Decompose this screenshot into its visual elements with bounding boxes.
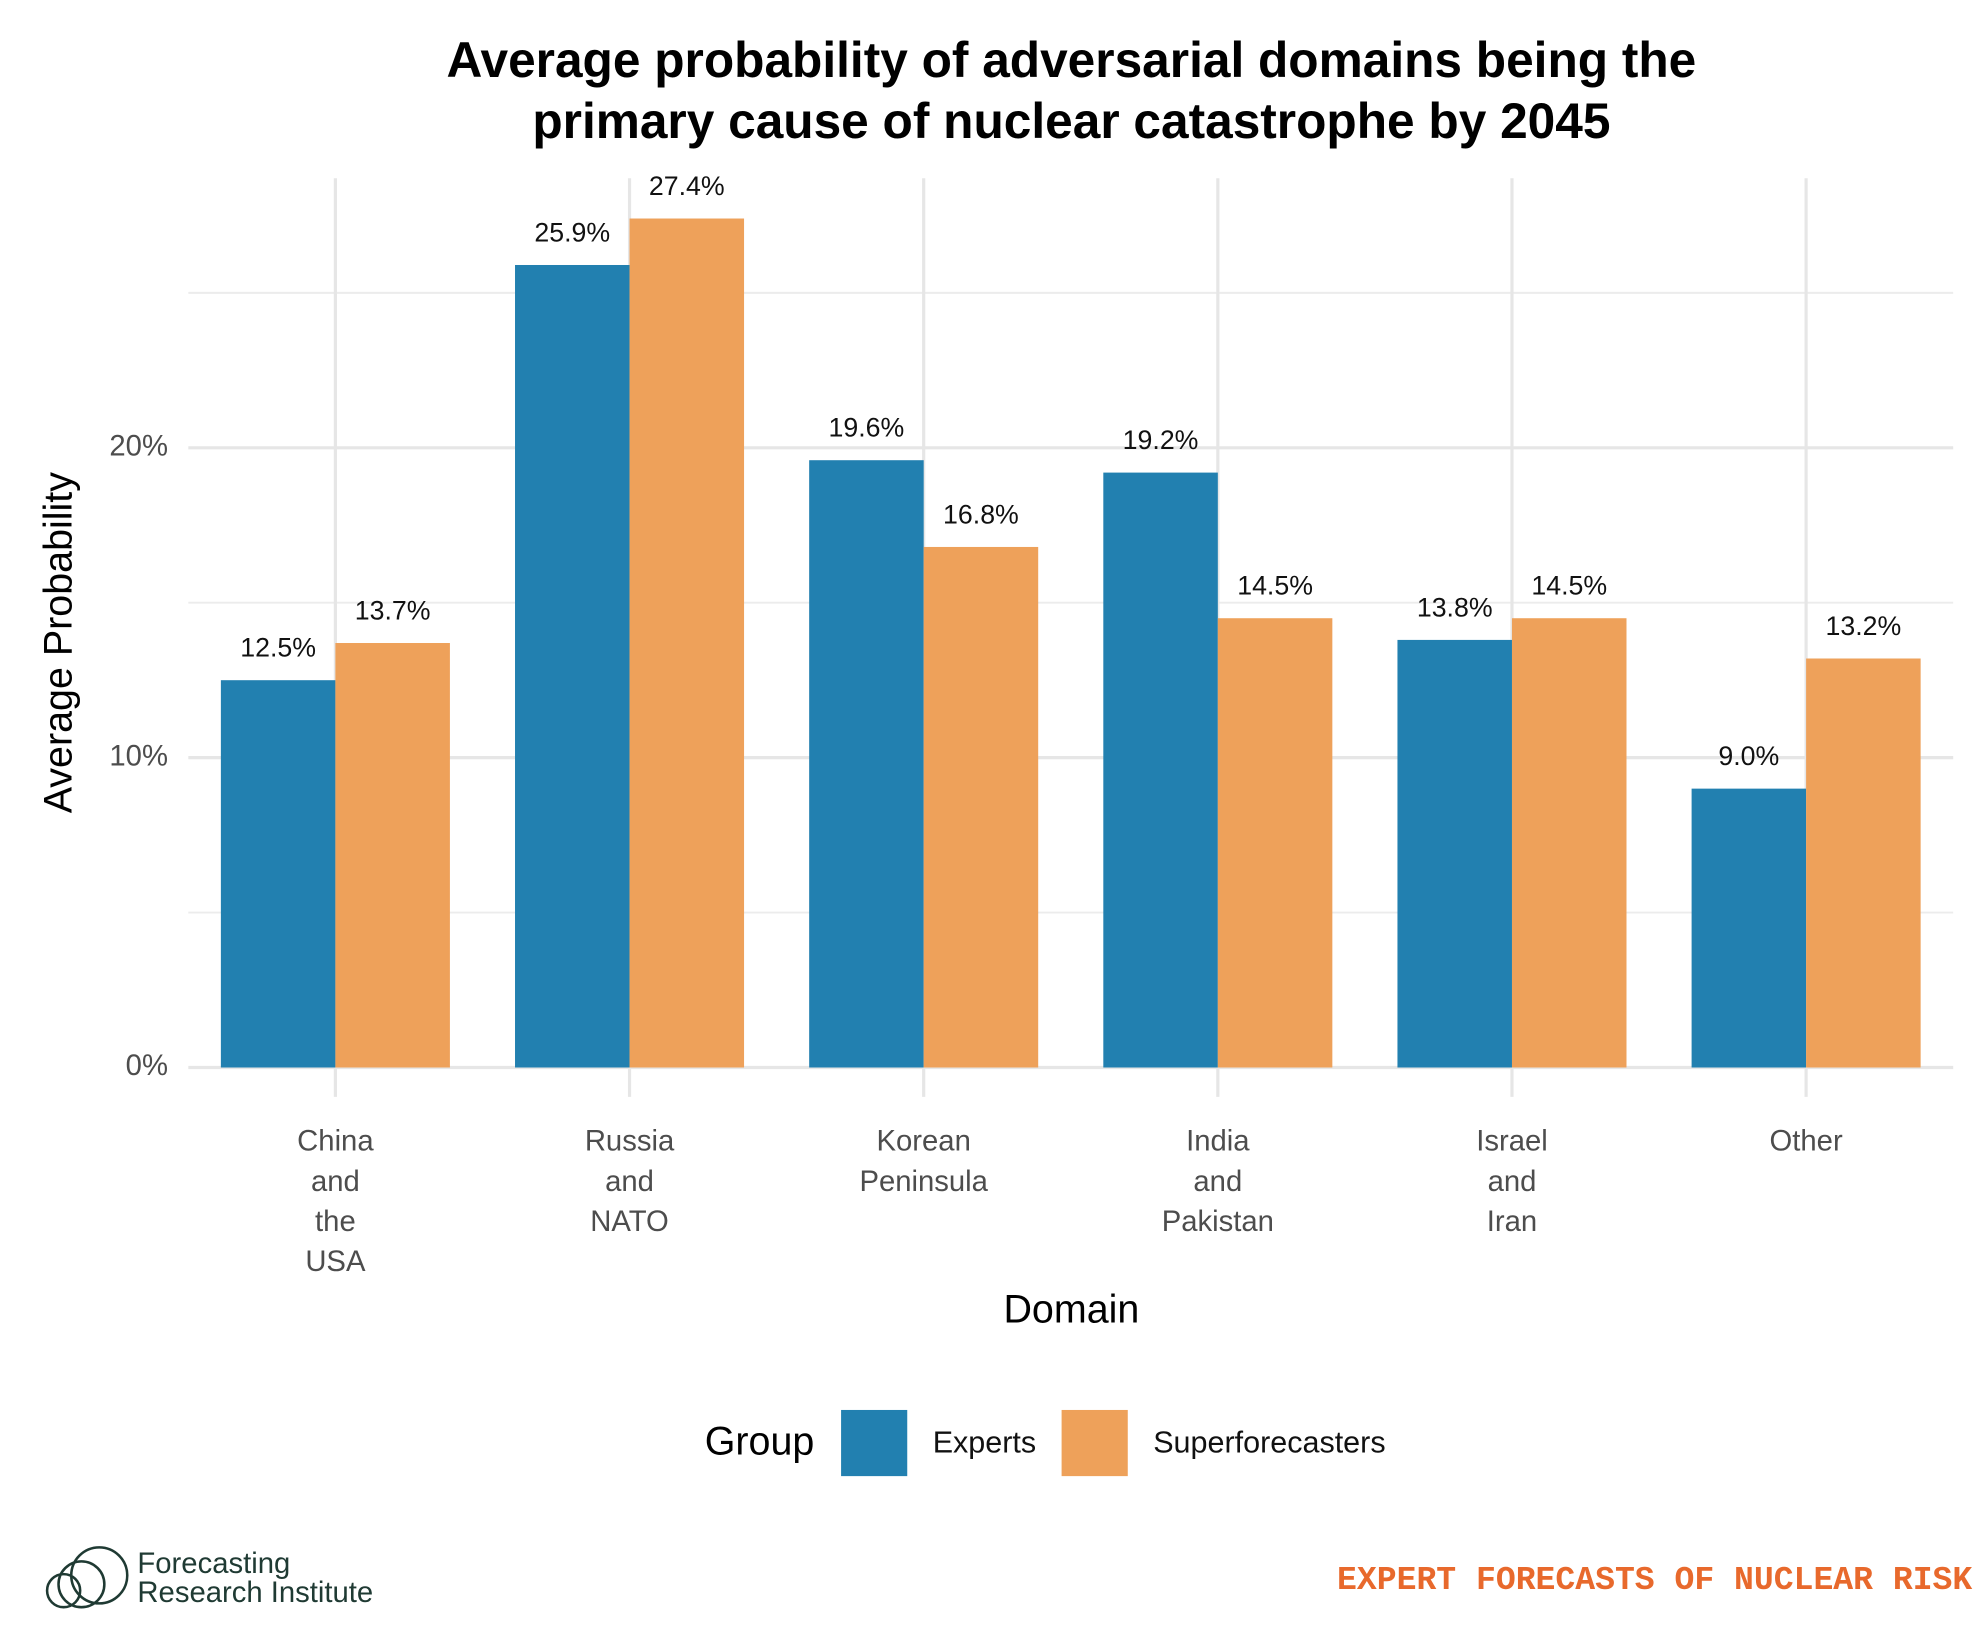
y-axis-title: Average Probability <box>36 472 80 814</box>
x-tick-label-line: and <box>1193 1166 1242 1198</box>
data-label: 25.9% <box>534 218 610 248</box>
x-tick-label-line: and <box>311 1166 360 1198</box>
data-label: 12.5% <box>240 633 316 663</box>
logo-text: Research Institute <box>137 1577 373 1609</box>
bar <box>629 218 745 1068</box>
legend-swatch <box>841 1409 908 1477</box>
x-tick-label-line: China <box>297 1125 374 1157</box>
y-tick-label: 10% <box>109 740 168 772</box>
data-label: 14.5% <box>1531 571 1607 601</box>
data-label: 9.0% <box>1718 741 1779 771</box>
legend-swatch <box>1061 1409 1128 1477</box>
bar <box>1397 639 1512 1068</box>
x-tick-label-line: India <box>1186 1125 1250 1157</box>
x-tick-label-line: and <box>1488 1166 1537 1198</box>
x-tick-label-line: and <box>605 1166 654 1198</box>
x-tick-label-line: USA <box>305 1246 366 1278</box>
x-tick-label: Korean Peninsula <box>859 1125 988 1197</box>
bar <box>923 546 1039 1068</box>
x-tick-label: Russia and NATO <box>585 1125 675 1237</box>
x-tick-label: China and the USA <box>297 1125 374 1277</box>
x-tick-label-line: Other <box>1770 1125 1843 1157</box>
logo <box>45 1546 129 1609</box>
x-tick-label-line: NATO <box>590 1206 669 1238</box>
x-tick-label-line: Russia <box>585 1125 675 1157</box>
chart-title: Average probability of adversarial domai… <box>447 32 1697 88</box>
data-label: 16.8% <box>943 499 1019 529</box>
x-tick-label: Other <box>1770 1125 1843 1157</box>
bar <box>335 643 450 1068</box>
x-axis-title: Domain <box>1003 1287 1139 1331</box>
x-tick-label: India and Pakistan <box>1162 1125 1274 1237</box>
x-tick-label-line: the <box>315 1206 356 1238</box>
bar <box>1511 618 1627 1068</box>
y-tick-label: 0% <box>126 1050 168 1082</box>
grid <box>188 178 1954 1097</box>
x-tick-label: Israel and Iran <box>1476 1125 1548 1237</box>
bar <box>515 264 630 1068</box>
bar <box>1103 472 1218 1068</box>
legend-label: Experts <box>933 1425 1036 1459</box>
data-label: 13.7% <box>355 596 431 626</box>
data-label: 14.5% <box>1237 571 1313 601</box>
bar <box>1217 618 1333 1068</box>
x-tick-label-line: Peninsula <box>859 1166 988 1198</box>
bar <box>220 680 336 1068</box>
data-label: 27.4% <box>649 171 725 201</box>
legend-title: Group <box>705 1420 815 1464</box>
y-tick-label: 20% <box>109 431 168 463</box>
chart-title: primary cause of nuclear catastrophe by … <box>532 93 1610 149</box>
bar <box>1806 658 1921 1068</box>
x-tick-label-line: Israel <box>1476 1125 1548 1157</box>
bar <box>1691 788 1807 1068</box>
data-label: 19.6% <box>829 413 905 443</box>
x-tick-label-line: Korean <box>877 1125 971 1157</box>
x-tick-label-line: Pakistan <box>1162 1206 1274 1238</box>
data-label: 13.2% <box>1825 611 1901 641</box>
bar <box>809 460 924 1068</box>
data-label: 19.2% <box>1123 425 1199 455</box>
legend-label: Superforecasters <box>1153 1425 1385 1459</box>
logo-text: Forecasting <box>137 1548 290 1580</box>
data-label: 13.8% <box>1417 592 1493 622</box>
x-tick-label-line: Iran <box>1487 1206 1537 1238</box>
tagline: EXPERT FORECASTS OF NUCLEAR RISK <box>1337 1561 1972 1599</box>
